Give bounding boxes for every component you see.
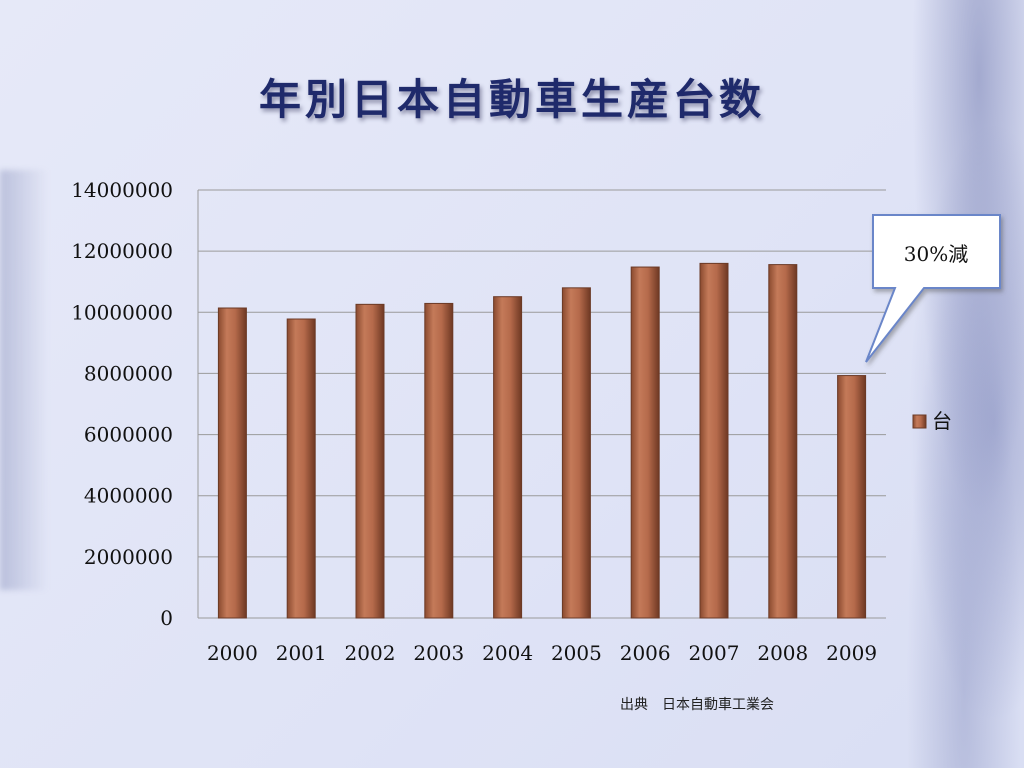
bar-2001 bbox=[286, 318, 316, 619]
y-tick-label: 6000000 bbox=[84, 423, 173, 447]
bar-2004 bbox=[493, 296, 523, 619]
bar-2006 bbox=[630, 266, 660, 619]
y-tick-label: 2000000 bbox=[84, 545, 173, 569]
y-tick-label: 0 bbox=[160, 606, 173, 630]
bar-2008 bbox=[768, 264, 798, 619]
y-tick-label: 10000000 bbox=[71, 300, 173, 324]
chart-title: 年別日本自動車生産台数 bbox=[258, 75, 765, 124]
legend-label: 台 bbox=[932, 409, 952, 433]
bar-2002 bbox=[355, 303, 385, 619]
callout-text: 30%減 bbox=[904, 242, 968, 266]
callout-bubble bbox=[865, 214, 1001, 363]
x-tick-label: 2001 bbox=[276, 641, 327, 665]
y-tick-label: 12000000 bbox=[71, 239, 173, 263]
bar-2007 bbox=[699, 262, 729, 619]
callout: 30%減 bbox=[865, 214, 1001, 363]
bar-2000 bbox=[217, 307, 247, 619]
x-tick-label: 2007 bbox=[689, 641, 740, 665]
x-tick-label: 2003 bbox=[413, 641, 464, 665]
y-tick-label: 8000000 bbox=[84, 361, 173, 385]
x-tick-label: 2000 bbox=[207, 641, 258, 665]
background-decoration-right bbox=[874, 0, 1024, 768]
legend-swatch bbox=[912, 414, 927, 429]
background-decoration-left bbox=[0, 170, 48, 590]
x-tick-label: 2002 bbox=[345, 641, 396, 665]
bar-2005 bbox=[561, 287, 591, 619]
x-tick-label: 2005 bbox=[551, 641, 602, 665]
bar-2003 bbox=[424, 302, 454, 619]
bar-2009 bbox=[837, 375, 867, 619]
y-tick-label: 14000000 bbox=[71, 178, 173, 202]
x-tick-label: 2008 bbox=[757, 641, 808, 665]
x-tick-label: 2004 bbox=[482, 641, 533, 665]
x-tick-label: 2006 bbox=[620, 641, 671, 665]
source-note: 出典 日本自動車工業会 bbox=[620, 697, 774, 713]
x-tick-label: 2009 bbox=[826, 641, 877, 665]
y-tick-label: 4000000 bbox=[84, 484, 173, 508]
